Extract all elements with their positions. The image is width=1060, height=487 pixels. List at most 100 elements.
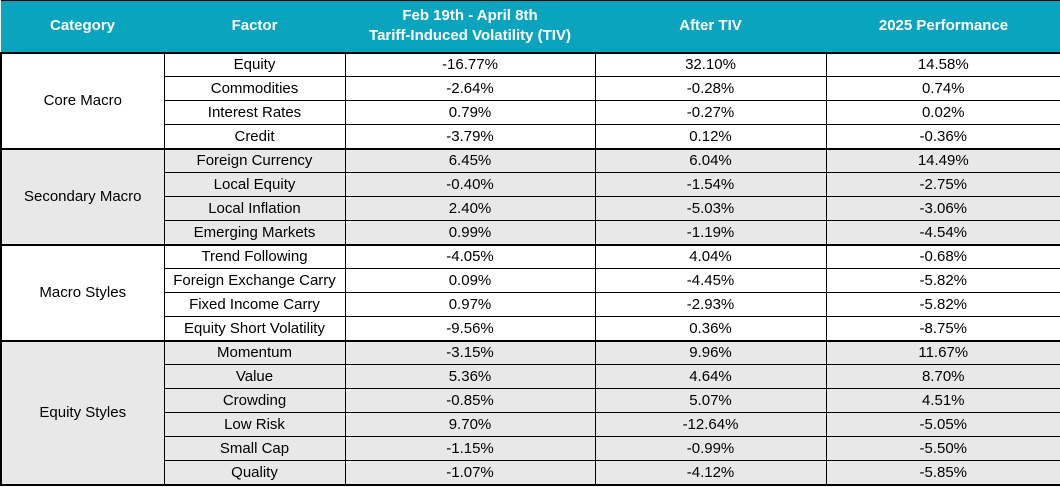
table-row: Emerging Markets 0.99% -1.19% -4.54% (1, 220, 1060, 245)
tiv-cell: -16.77% (344, 51, 596, 77)
category-cell-equity-styles: Equity Styles (0, 339, 165, 485)
performance-cell: 0.74% (825, 76, 1060, 101)
table-row: Core Macro Equity -16.77% 32.10% 14.58% (0, 51, 1060, 149)
performance-cell: -5.82% (825, 268, 1060, 293)
factor-cell: Interest Rates (163, 100, 346, 125)
category-cell-core-macro: Core Macro (0, 51, 165, 149)
performance-cell: -5.82% (825, 292, 1060, 317)
after-tiv-cell: -0.99% (594, 436, 827, 461)
factor-cell: Quality (163, 460, 346, 485)
factor-cell: Small Cap (163, 436, 346, 461)
factor-cell: Equity Short Volatility (163, 316, 346, 341)
table-row: Credit -3.79% 0.12% -0.36% (1, 124, 1060, 149)
table-row: Local Equity -0.40% -1.54% -2.75% (1, 172, 1060, 197)
table-row: Commodities -2.64% -0.28% 0.74% (1, 76, 1060, 101)
header-tiv-line2: Tariff-Induced Volatility (TIV) (369, 27, 571, 45)
factor-cell: Equity (163, 51, 346, 77)
after-tiv-cell: -5.03% (594, 196, 827, 221)
tiv-cell: -0.85% (344, 388, 596, 413)
performance-cell: 11.67% (825, 339, 1060, 365)
after-tiv-cell: -2.93% (594, 292, 827, 317)
after-tiv-cell: -0.27% (594, 100, 827, 125)
tiv-cell: 5.36% (344, 364, 596, 389)
performance-cell: -4.54% (825, 220, 1060, 245)
factor-cell: Momentum (163, 339, 346, 365)
performance-cell: -5.05% (825, 412, 1060, 437)
category-cell-secondary-macro: Secondary Macro (0, 147, 165, 245)
table-row: Interest Rates 0.79% -0.27% 0.02% (1, 100, 1060, 125)
tiv-cell: -1.07% (344, 460, 596, 485)
table-row: Small Cap -1.15% -0.99% -5.50% (1, 436, 1060, 461)
tiv-cell: 6.45% (344, 147, 596, 173)
after-tiv-cell: -4.45% (594, 268, 827, 293)
category-cell-macro-styles: Macro Styles (0, 243, 165, 341)
tiv-cell: 0.79% (344, 100, 596, 125)
header-row: Category Factor Feb 19th - April 8th Tar… (1, 0, 1060, 53)
factor-cell: Local Inflation (163, 196, 346, 221)
tiv-cell: 0.97% (344, 292, 596, 317)
table-row: Secondary Macro Foreign Currency 6.45% 6… (0, 147, 1060, 245)
after-tiv-cell: -0.28% (594, 76, 827, 101)
table-row: Macro Styles Trend Following -4.05% 4.04… (0, 243, 1060, 341)
after-tiv-cell: 4.64% (594, 364, 827, 389)
table-row: Local Inflation 2.40% -5.03% -3.06% (1, 196, 1060, 221)
header-factor-label: Factor (231, 17, 278, 35)
factor-cell: Foreign Exchange Carry (163, 268, 346, 293)
table-header: Category Factor Feb 19th - April 8th Tar… (1, 0, 1060, 53)
factor-cell: Value (163, 364, 346, 389)
factor-cell: Commodities (163, 76, 346, 101)
tiv-cell: -3.15% (344, 339, 596, 365)
performance-cell: -8.75% (825, 316, 1060, 341)
header-factor: Factor (164, 0, 345, 53)
performance-cell: 14.49% (825, 147, 1060, 173)
header-tiv: Feb 19th - April 8th Tariff-Induced Vola… (345, 0, 595, 53)
table-row: Equity Short Volatility -9.56% 0.36% -8.… (1, 316, 1060, 341)
after-tiv-cell: -4.12% (594, 460, 827, 485)
tiv-cell: -9.56% (344, 316, 596, 341)
tiv-cell: 2.40% (344, 196, 596, 221)
after-tiv-cell: 9.96% (594, 339, 827, 365)
after-tiv-cell: 6.04% (594, 147, 827, 173)
after-tiv-cell: 4.04% (594, 243, 827, 269)
table-row: Foreign Exchange Carry 0.09% -4.45% -5.8… (1, 268, 1060, 293)
after-tiv-cell: 0.36% (594, 316, 827, 341)
tiv-cell: 9.70% (344, 412, 596, 437)
header-category-label: Category (49, 17, 116, 35)
tiv-cell: 0.99% (344, 220, 596, 245)
table-row: Fixed Income Carry 0.97% -2.93% -5.82% (1, 292, 1060, 317)
after-tiv-cell: -1.54% (594, 172, 827, 197)
after-tiv-cell: 5.07% (594, 388, 827, 413)
after-tiv-cell: -1.19% (594, 220, 827, 245)
tiv-cell: -2.64% (344, 76, 596, 101)
header-category: Category (1, 0, 164, 53)
performance-cell: 8.70% (825, 364, 1060, 389)
factor-cell: Credit (163, 124, 346, 149)
table-body: Core Macro Equity -16.77% 32.10% 14.58% … (0, 51, 1060, 485)
performance-cell: -0.36% (825, 124, 1060, 149)
factor-cell: Trend Following (163, 243, 346, 269)
header-after-tiv: After TIV (595, 0, 826, 53)
performance-cell: 0.02% (825, 100, 1060, 125)
tiv-cell: 0.09% (344, 268, 596, 293)
tiv-cell: -4.05% (344, 243, 596, 269)
header-2025-performance: 2025 Performance (826, 0, 1060, 53)
performance-cell: 14.58% (825, 51, 1060, 77)
performance-cell: -5.50% (825, 436, 1060, 461)
factor-cell: Local Equity (163, 172, 346, 197)
after-tiv-cell: -12.64% (594, 412, 827, 437)
performance-cell: -5.85% (825, 460, 1060, 485)
factor-cell: Crowding (163, 388, 346, 413)
performance-cell: -2.75% (825, 172, 1060, 197)
performance-cell: 4.51% (825, 388, 1060, 413)
tiv-cell: -1.15% (344, 436, 596, 461)
header-2025-performance-label: 2025 Performance (878, 17, 1009, 35)
header-tiv-line1: Feb 19th - April 8th (402, 7, 538, 24)
tiv-cell: -3.79% (344, 124, 596, 149)
factor-cell: Foreign Currency (163, 147, 346, 173)
performance-cell: -0.68% (825, 243, 1060, 269)
header-after-tiv-label: After TIV (679, 17, 742, 35)
after-tiv-cell: 32.10% (594, 51, 827, 77)
factor-cell: Emerging Markets (163, 220, 346, 245)
